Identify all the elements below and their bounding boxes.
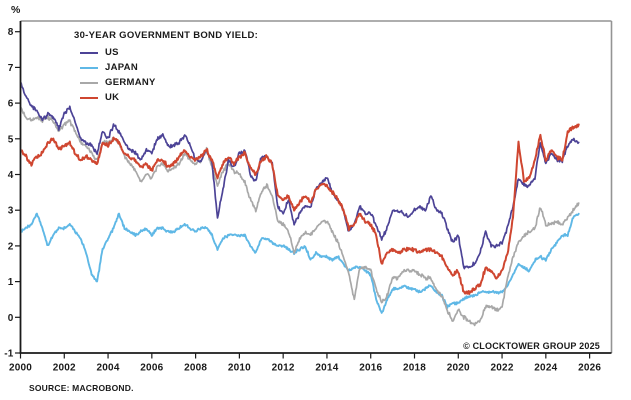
legend: 30-YEAR GOVERNMENT BOND YIELD: US JAPAN GE… [74, 30, 258, 105]
chart-title: 30-YEAR GOVERNMENT BOND YIELD: [74, 30, 259, 41]
y-tick-label: 3 [8, 206, 14, 217]
x-tick-label: 2000 [9, 363, 32, 374]
legend-item-us: US [74, 45, 258, 60]
legend-item-japan: JAPAN [74, 60, 258, 75]
legend-swatch-japan [80, 66, 98, 69]
legend-swatch-uk [80, 96, 98, 99]
x-tick-label: 2018 [403, 363, 426, 374]
x-tick-label: 2006 [140, 363, 163, 374]
x-tick-label: 2002 [53, 363, 76, 374]
y-tick-label: 6 [8, 99, 14, 110]
y-tick-label: 4 [8, 170, 14, 181]
x-tick-label: 2010 [228, 363, 251, 374]
x-tick-label: 2014 [315, 363, 338, 374]
copyright-note: © CLOCKTOWER GROUP 2025 [463, 341, 600, 351]
legend-item-germany: GERMANY [74, 75, 258, 90]
legend-label: US [105, 47, 119, 58]
x-tick-label: 2012 [272, 363, 295, 374]
x-tick-label: 2004 [97, 363, 120, 374]
legend-item-uk: UK [74, 90, 258, 105]
series-line-us [21, 81, 580, 270]
y-tick-label: 1 [8, 277, 14, 288]
x-tick-label: 2008 [184, 363, 207, 374]
legend-swatch-germany [80, 81, 98, 84]
y-tick-label: 0 [8, 313, 14, 324]
x-tick-label: 2016 [359, 363, 382, 374]
legend-label: JAPAN [105, 62, 138, 73]
y-tick-label: 8 [8, 27, 14, 38]
y-axis-unit-label: % [11, 4, 21, 16]
legend-items: US JAPAN GERMANY UK [74, 45, 258, 105]
legend-label: GERMANY [105, 77, 156, 88]
series-line-uk [21, 123, 580, 295]
y-tick-label: 7 [8, 63, 14, 74]
x-tick-label: 2020 [447, 363, 470, 374]
x-tick-label: 2024 [534, 363, 557, 374]
legend-swatch-us [80, 51, 98, 54]
source-note: SOURCE: MACROBOND. [29, 383, 134, 393]
y-tick-label: 2 [8, 241, 14, 252]
x-tick-label: 2026 [578, 363, 601, 374]
series-line-japan [21, 212, 580, 314]
legend-label: UK [105, 92, 120, 103]
y-tick-label: 5 [8, 134, 14, 145]
y-tick-label: -1 [4, 349, 14, 360]
x-tick-label: 2022 [491, 363, 514, 374]
